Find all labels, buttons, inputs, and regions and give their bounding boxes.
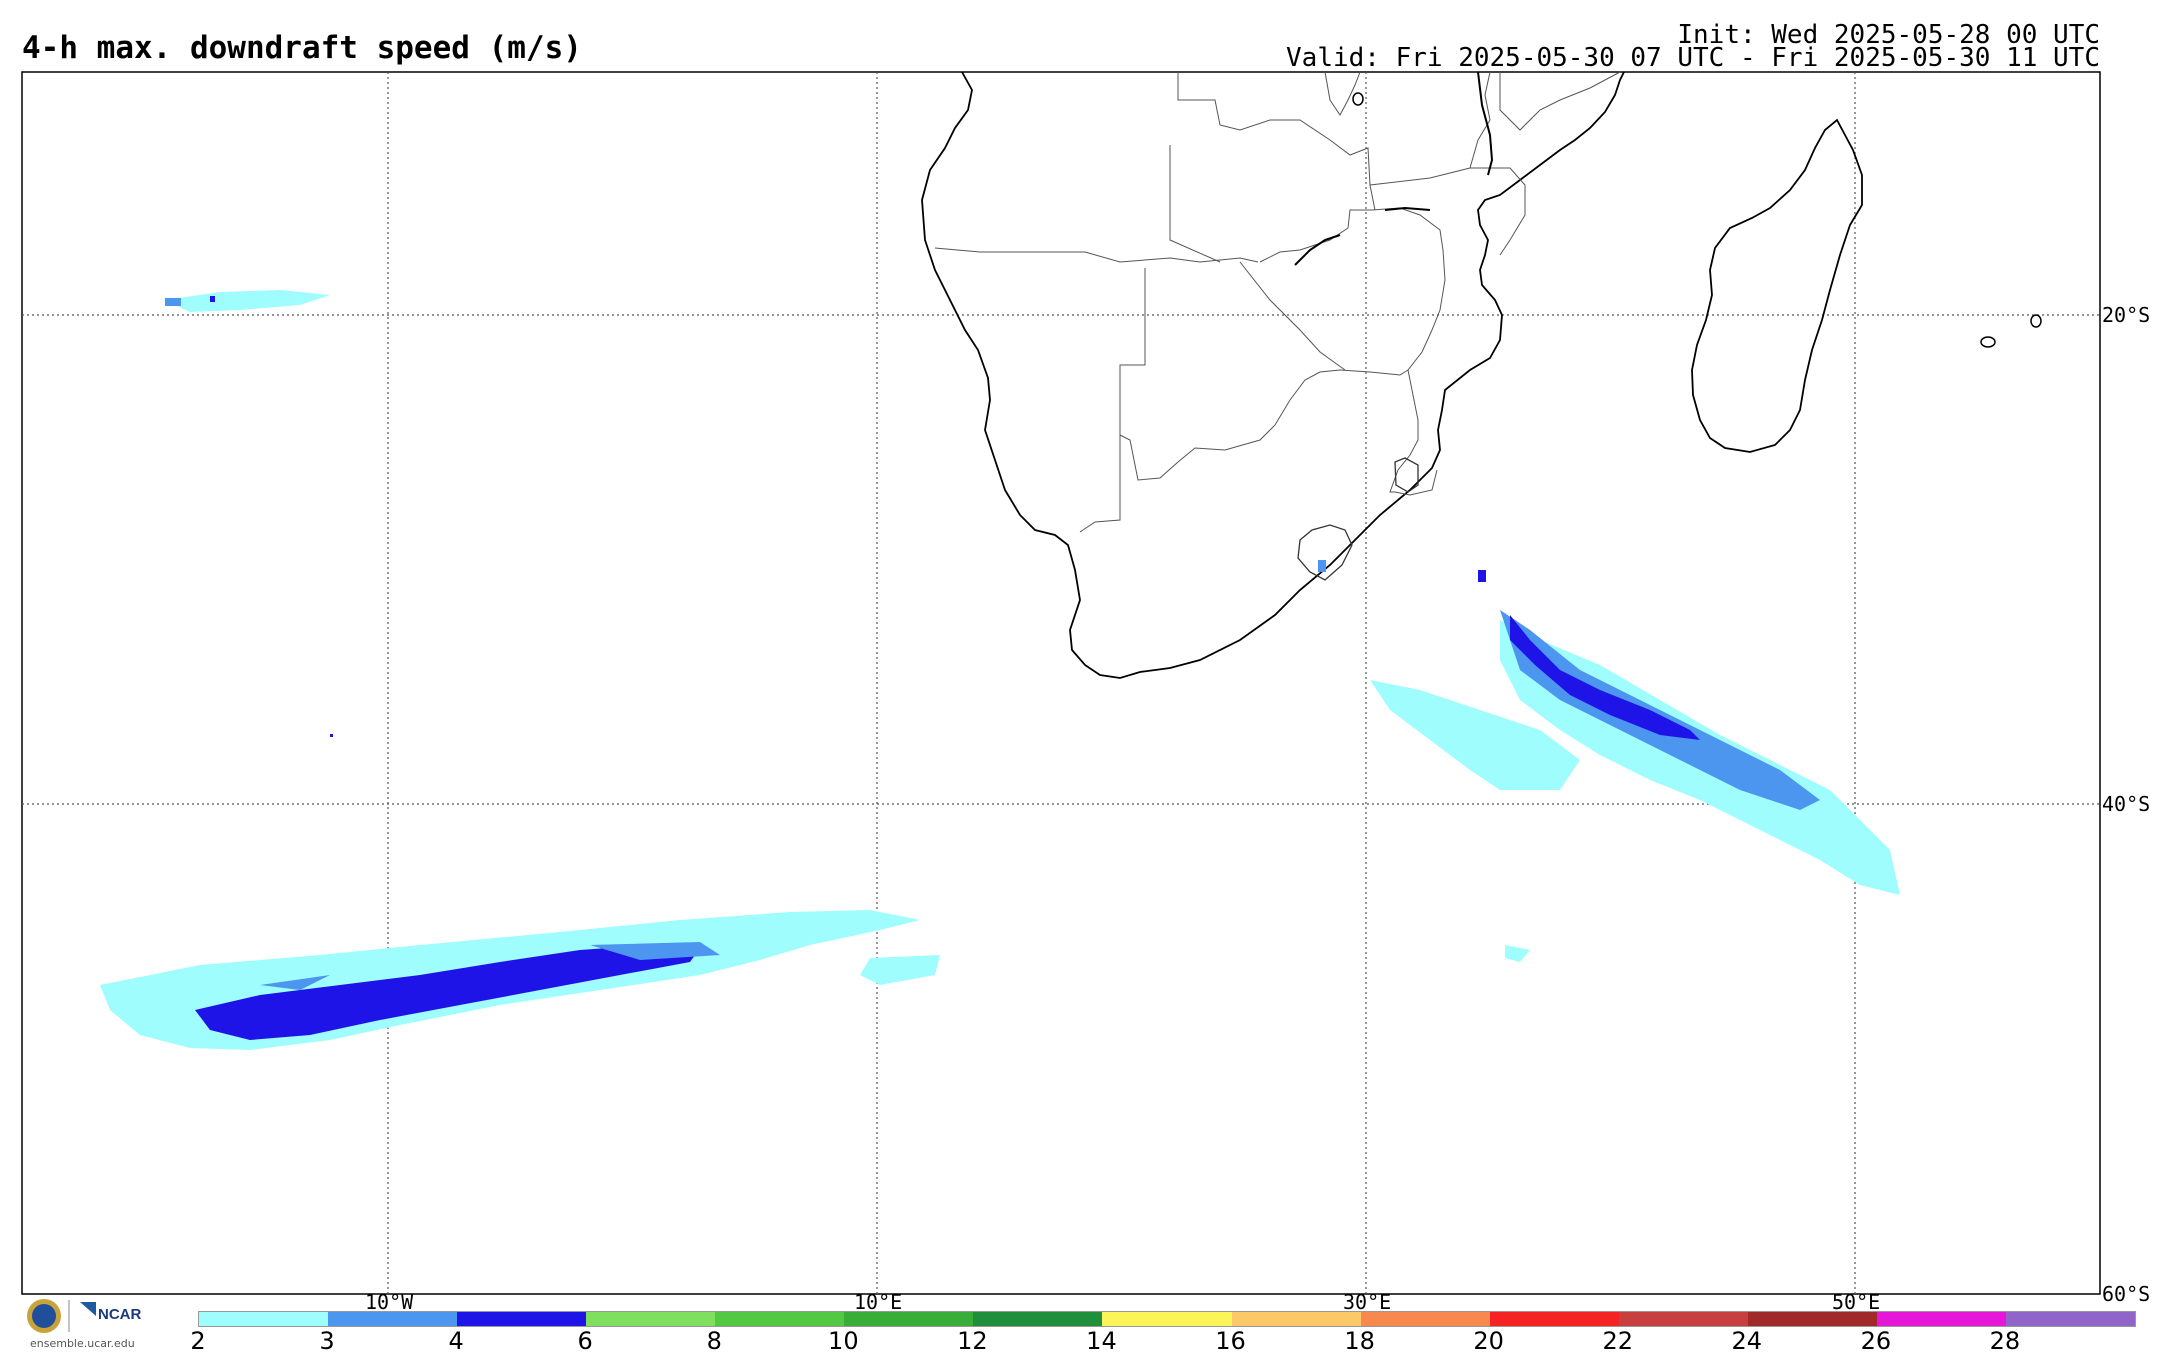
- colorbar-ticks: 2 3 4 6 8 10 12 14 16 18 20 22 24 26 28: [190, 1327, 2134, 1355]
- madagascar: [1691, 118, 1863, 453]
- lake-malawi: [1477, 71, 1494, 176]
- init-time: Init: Wed 2025-05-28 00 UTC: [1677, 20, 2100, 50]
- colorbar-tick-label: 24: [1731, 1327, 1763, 1355]
- colorbar-tick-label: 3: [319, 1327, 335, 1355]
- colorbar-segment: [1747, 1312, 1877, 1326]
- lon-label-10w: 10°W: [365, 1290, 414, 1314]
- colorbar-tick-label: 12: [957, 1327, 988, 1355]
- colorbar-tick-label: 22: [1602, 1327, 1633, 1355]
- colorbar-tick-label: 10: [828, 1327, 859, 1355]
- lake-kariba: [1294, 234, 1341, 266]
- colorbar-tick-label: 26: [1860, 1327, 1892, 1355]
- colorbar-segment: [1618, 1312, 1748, 1326]
- colorbar-tick-label: 18: [1344, 1327, 1375, 1355]
- colorbar-tick-label: 16: [1215, 1327, 1246, 1355]
- lat-label-40s: 40°S: [2102, 792, 2151, 816]
- colorbar-segment: [2005, 1312, 2135, 1326]
- colorbar-tick-label: 2: [190, 1327, 206, 1355]
- reunion: [2030, 314, 2042, 328]
- ncar-mark-icon: [80, 1302, 96, 1316]
- lat-label-20s: 20°S: [2102, 303, 2151, 327]
- colorbar-segment: [586, 1312, 716, 1326]
- valid-time: Valid: Fri 2025-05-30 07 UTC - Fri 2025-…: [1286, 43, 2100, 73]
- colorbar-segment: [1360, 1312, 1490, 1326]
- lon-label-30e: 30°E: [1343, 1290, 1392, 1314]
- colorbar-segment: [199, 1312, 329, 1326]
- colorbar: [198, 1311, 2136, 1327]
- country-borders: [934, 71, 1621, 533]
- colorbar-segment: [1489, 1312, 1619, 1326]
- ensemble-url: ensemble.ucar.edu: [30, 1337, 135, 1350]
- lake-island: [1352, 92, 1364, 106]
- colorbar-segment: [844, 1312, 974, 1326]
- chart-title: 4-h max. downdraft speed (m/s): [22, 30, 582, 66]
- colorbar-tick-label: 8: [706, 1327, 722, 1355]
- lon-label-50e: 50°E: [1832, 1290, 1881, 1314]
- lake-cahora-bassa: [1384, 206, 1431, 211]
- colorbar-tick-label: 4: [448, 1327, 464, 1355]
- downdraft-area-northwest: [165, 290, 1326, 737]
- mauritius: [1980, 336, 1996, 348]
- lat-label-60s: 60°S: [2102, 1282, 2151, 1306]
- colorbar-segment: [1876, 1312, 2006, 1326]
- ncar-wordmark: NCAR: [98, 1306, 142, 1323]
- downdraft-area-atlantic: [100, 910, 940, 1050]
- map-frame: [21, 71, 2101, 1295]
- nsf-ncar-logo: [27, 1299, 96, 1333]
- colorbar-segment: [328, 1312, 458, 1326]
- africa-coastline: [921, 71, 1625, 679]
- colorbar-segment: [457, 1312, 587, 1326]
- colorbar-segment: [973, 1312, 1103, 1326]
- colorbar-tick-label: 20: [1473, 1327, 1504, 1355]
- colorbar-segment: [715, 1312, 845, 1326]
- colorbar-tick-label: 14: [1086, 1327, 1117, 1355]
- eswatini: [1394, 457, 1419, 493]
- colorbar-tick-label: 6: [577, 1327, 593, 1355]
- downdraft-area-indian: [1370, 570, 1900, 962]
- lesotho: [1297, 524, 1353, 581]
- colorbar-segment: [1231, 1312, 1361, 1326]
- colorbar-tick-label: 28: [1989, 1327, 2021, 1355]
- colorbar-segment: [1102, 1312, 1232, 1326]
- lon-label-10e: 10°E: [854, 1290, 903, 1314]
